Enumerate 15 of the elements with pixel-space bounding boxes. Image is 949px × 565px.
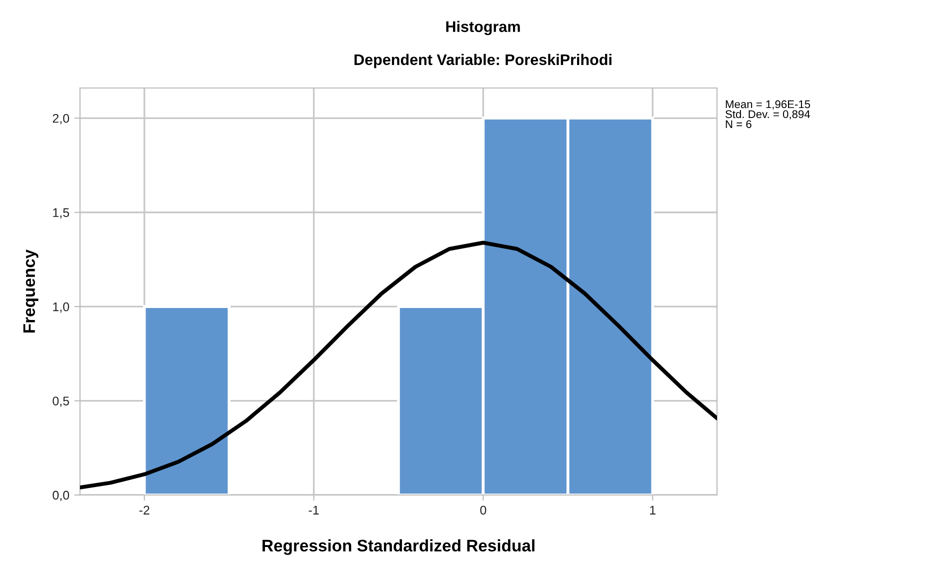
y-tick-label: 1,0: [53, 302, 70, 313]
y-tick-label: 0,5: [52, 396, 70, 407]
x-tick-label: 1: [650, 506, 656, 514]
chart-title: Histogram: [446, 20, 520, 36]
y-axis-title: Frequency: [23, 249, 38, 333]
y-tick-label: 0,0: [52, 490, 70, 502]
y-tick-label: 2,0: [52, 114, 70, 124]
x-tick-label: -1: [308, 506, 319, 514]
x-tick-label: 0: [480, 506, 486, 515]
y-tick-label: 1,5: [53, 208, 70, 218]
chart-subtitle: Dependent Variable: PoreskiPrihodi: [354, 54, 612, 68]
x-tick-label: -2: [139, 506, 150, 514]
line-series: [80, 240, 717, 490]
x-axis-title: Regression Standardized Residual: [262, 539, 534, 555]
text: Mean = 1,96E-15 Std. Dev. = 0,894 N = 6: [726, 100, 810, 128]
